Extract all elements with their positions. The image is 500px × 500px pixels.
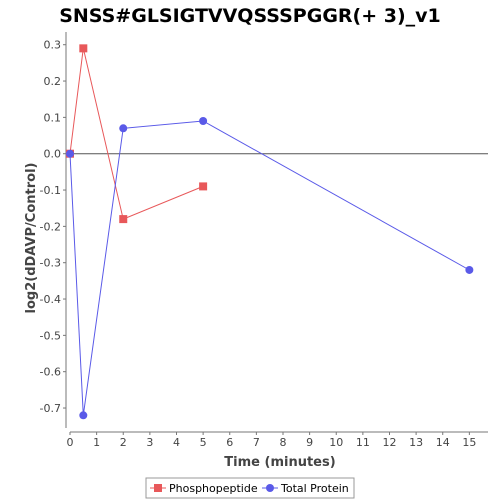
x-tick-label: 13: [409, 436, 423, 449]
y-tick-label: -0.5: [40, 329, 61, 342]
y-tick-label: -0.4: [40, 293, 61, 306]
y-tick-label: 0.3: [44, 39, 62, 52]
y-tick-label: 0.1: [44, 111, 62, 124]
data-point-total-protein: [79, 411, 88, 420]
y-axis-label: log2(dDAVP/Control): [24, 163, 39, 314]
x-tick-label: 6: [226, 436, 233, 449]
legend-phosphopeptide-label: Phosphopeptide: [169, 482, 258, 495]
legend-total-protein-marker: [266, 484, 274, 492]
x-tick-label: 2: [120, 436, 127, 449]
x-tick-label: 1: [93, 436, 100, 449]
data-point-total-protein: [119, 124, 128, 133]
chart-title: SNSS#GLSIGTVVQSSSPGGR(+ 3)_v1: [59, 5, 441, 27]
data-point-total-protein: [66, 149, 74, 158]
plot-background: [70, 32, 488, 428]
x-tick-label: 9: [306, 436, 313, 449]
x-tick-label: 7: [253, 436, 260, 449]
plot-area: 0.3 0.2 0.1 0.0 -0.1 -0.2 -0.3 -0.4 -0.5 -0.6 -0.7…: [40, 32, 488, 449]
y-tick-label: 0.2: [44, 75, 62, 88]
y-tick-label: -0.2: [40, 220, 61, 233]
legend-phosphopeptide-marker: [154, 484, 162, 492]
x-tick-label: 8: [279, 436, 286, 449]
data-point-phosphopeptide: [199, 182, 208, 191]
series-line-phosphopeptide: [69, 48, 204, 220]
data-point-total-protein: [465, 265, 474, 274]
y-tick-label: -0.3: [40, 257, 61, 270]
x-tick-label: 10: [329, 436, 343, 449]
y-tick-label: -0.1: [40, 184, 61, 197]
x-tick-label: 15: [462, 436, 476, 449]
x-tick-label: 11: [356, 436, 370, 449]
x-axis-label: Time (minutes): [224, 455, 335, 470]
y-tick-label: -0.7: [40, 402, 61, 415]
y-tick-label: -0.6: [40, 366, 61, 379]
y-tick-label: 0.0: [44, 148, 62, 161]
x-tick-label: 0: [67, 436, 74, 449]
data-point-phosphopeptide: [79, 44, 88, 53]
legend-total-protein-label: Total Protein: [280, 482, 349, 495]
legend-box: [145, 477, 355, 499]
x-tick-label: 4: [173, 436, 180, 449]
data-point-phosphopeptide: [119, 215, 128, 224]
legend: Phosphopeptide Total Protein: [145, 477, 355, 499]
data-point-total-protein: [199, 117, 208, 126]
x-tick-label: 5: [200, 436, 207, 449]
x-tick-label: 3: [146, 436, 153, 449]
x-tick-label: 12: [382, 436, 396, 449]
x-tick-label: 14: [436, 436, 450, 449]
